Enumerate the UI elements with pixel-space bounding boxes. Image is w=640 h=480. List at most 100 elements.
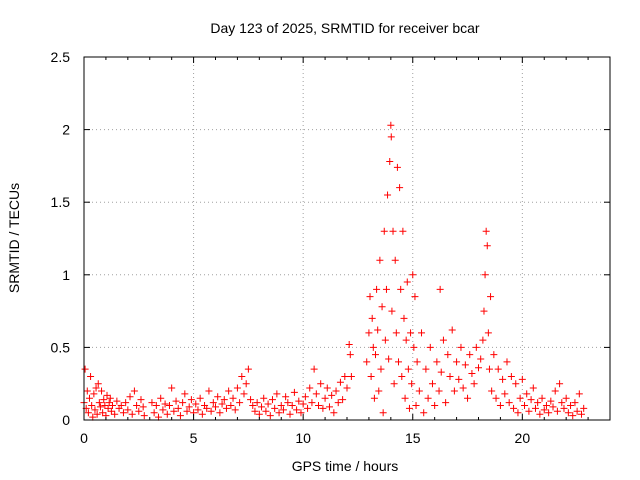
data-point [253, 399, 261, 407]
data-point [490, 351, 498, 359]
data-point [161, 400, 169, 408]
data-point [481, 271, 489, 279]
data-point [247, 396, 255, 404]
data-point [236, 399, 244, 407]
data-point [426, 343, 434, 351]
y-axis-label: SRMTID / TECUs [6, 183, 22, 293]
data-point [104, 404, 112, 412]
data-point [260, 394, 268, 402]
data-point [499, 375, 507, 383]
data-point [150, 409, 158, 417]
data-point [464, 394, 472, 402]
data-point [264, 400, 272, 408]
data-point [386, 158, 394, 166]
data-point [580, 404, 588, 412]
y-tick-label: 0.5 [51, 339, 71, 355]
data-point [431, 401, 439, 409]
data-point [315, 401, 323, 409]
data-point [480, 307, 488, 315]
data-point [271, 404, 279, 412]
grid-lines [84, 57, 610, 420]
data-point [176, 412, 184, 420]
data-point [339, 396, 347, 404]
data-point [214, 393, 222, 401]
data-point [325, 403, 333, 411]
data-point [306, 384, 314, 392]
data-point [512, 380, 520, 388]
data-point [185, 403, 193, 411]
data-point [371, 351, 379, 359]
data-point [119, 409, 127, 417]
data-point [538, 394, 546, 402]
data-point [157, 394, 165, 402]
data-point [492, 394, 500, 402]
data-point [457, 343, 465, 351]
data-point [401, 394, 409, 402]
data-point [321, 394, 329, 402]
data-point [455, 375, 463, 383]
data-point [390, 380, 398, 388]
data-point [249, 401, 257, 409]
data-point [163, 410, 171, 418]
data-point [172, 397, 180, 405]
data-point [483, 242, 491, 250]
data-point [531, 404, 539, 412]
data-point [439, 336, 447, 344]
data-point [393, 163, 401, 171]
data-point [374, 326, 382, 334]
data-point [299, 400, 307, 408]
data-point [485, 365, 493, 373]
data-point [301, 393, 309, 401]
data-point [422, 365, 430, 373]
data-point [108, 401, 116, 409]
data-point [251, 407, 259, 415]
data-point [90, 390, 98, 398]
data-point [505, 399, 513, 407]
data-point [567, 401, 575, 409]
data-point [279, 406, 287, 414]
data-point [96, 403, 104, 411]
data-point [436, 285, 444, 293]
data-point [453, 358, 461, 366]
data-point [367, 372, 375, 380]
data-point [207, 407, 215, 415]
data-point [549, 403, 557, 411]
data-point [91, 406, 99, 414]
data-point [450, 387, 458, 395]
data-point [212, 403, 219, 411]
data-point [317, 380, 325, 388]
data-point [516, 394, 524, 402]
data-point [181, 390, 189, 398]
data-point [343, 384, 351, 392]
data-point [262, 407, 270, 415]
data-point [312, 390, 320, 398]
data-point [94, 380, 102, 388]
data-point [345, 340, 353, 348]
data-point [122, 399, 130, 407]
data-point [496, 401, 504, 409]
data-point [409, 271, 417, 279]
data-point [113, 397, 121, 405]
data-point [140, 412, 148, 420]
x-tick-label: 5 [190, 430, 198, 446]
data-point [101, 401, 109, 409]
data-point [547, 397, 555, 405]
y-axis-tick-labels: 0 0.5 1 1.5 2 2.5 [51, 49, 71, 428]
data-point [479, 336, 487, 344]
data-point [395, 358, 403, 366]
data-point [328, 391, 336, 399]
data-point [534, 399, 542, 407]
data-point [222, 404, 230, 412]
data-point [100, 396, 108, 404]
data-point [387, 121, 395, 129]
data-point [334, 399, 342, 407]
data-point [408, 380, 416, 388]
data-point [399, 227, 407, 235]
data-point [507, 372, 515, 380]
data-point [295, 397, 303, 405]
data-point [103, 391, 111, 399]
data-point [174, 404, 182, 412]
data-point [159, 406, 167, 414]
data-point [378, 303, 386, 311]
data-point [527, 396, 535, 404]
